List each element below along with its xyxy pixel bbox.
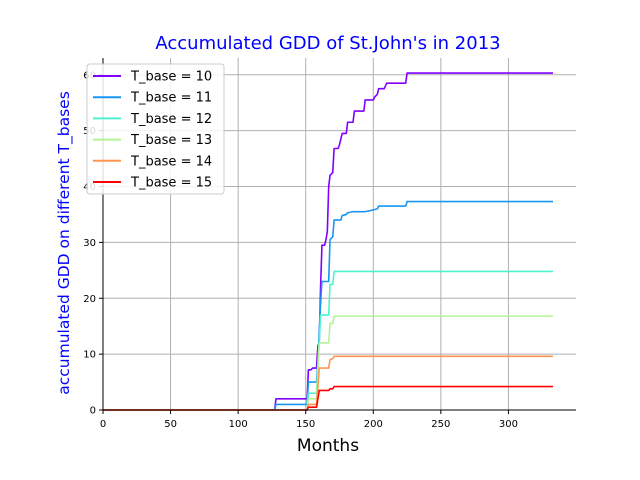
y-tick-label: 10 [83,350,96,361]
legend-box [86,63,225,195]
chart-title: Accumulated GDD of St.John's in 2013 [155,33,500,54]
series-line-3 [103,270,554,411]
legend-label-4: T_base = 13 [130,133,212,148]
y-axis-label: accumulated GDD on different T_bases [55,91,74,395]
legend-label-5: T_base = 14 [130,154,212,169]
legend: T_base = 10 T_base = 11 T_base = 12 T_base … [86,63,225,195]
x-tick-label: 50 [164,419,177,430]
legend-label-2: T_base = 11 [130,91,212,106]
x-tick-label: 100 [229,419,248,430]
x-tick-label: 0 [100,419,106,430]
x-tick-label: 150 [296,419,315,430]
series-layer [103,72,554,411]
legend-label-1: T_base = 10 [130,70,212,85]
x-ticks: 0 50 100 150 200 250 300 [100,410,518,430]
series-line-2 [103,200,554,411]
series-line-1 [103,72,554,411]
x-tick-label: 300 [499,419,518,430]
y-tick-label: 20 [83,294,96,305]
series-line-4 [103,315,554,411]
y-tick-label: 30 [83,238,96,249]
series-line-5 [103,355,554,411]
x-tick-label: 200 [364,419,383,430]
legend-label-6: T_base = 15 [130,176,212,191]
series-line-6 [103,385,554,411]
x-axis-label: Months [297,436,359,456]
y-tick-label: 0 [90,406,96,417]
x-tick-label: 250 [431,419,450,430]
legend-label-3: T_base = 12 [130,112,212,127]
